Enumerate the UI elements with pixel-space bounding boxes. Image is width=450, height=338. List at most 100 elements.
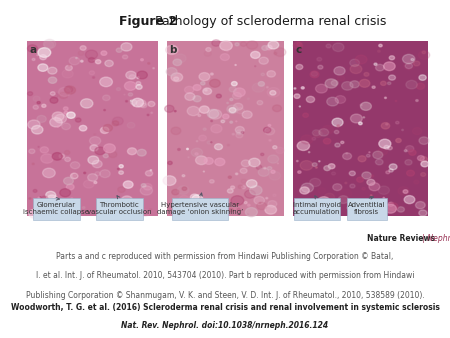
Circle shape bbox=[416, 100, 418, 101]
Circle shape bbox=[28, 120, 40, 129]
Circle shape bbox=[165, 105, 174, 112]
Circle shape bbox=[389, 56, 395, 60]
Circle shape bbox=[198, 115, 201, 117]
Circle shape bbox=[103, 154, 108, 158]
Circle shape bbox=[360, 102, 371, 111]
Circle shape bbox=[384, 204, 396, 213]
Circle shape bbox=[421, 173, 426, 176]
Circle shape bbox=[379, 139, 391, 148]
Circle shape bbox=[386, 171, 390, 174]
Circle shape bbox=[240, 168, 247, 173]
Circle shape bbox=[262, 46, 268, 50]
Circle shape bbox=[247, 41, 258, 49]
Circle shape bbox=[257, 100, 263, 105]
Circle shape bbox=[327, 97, 338, 106]
Circle shape bbox=[386, 123, 388, 125]
Circle shape bbox=[175, 111, 176, 112]
Circle shape bbox=[414, 180, 419, 184]
Circle shape bbox=[220, 54, 230, 61]
Circle shape bbox=[299, 106, 300, 107]
Circle shape bbox=[378, 186, 389, 194]
Circle shape bbox=[171, 127, 181, 135]
Circle shape bbox=[137, 77, 139, 78]
Circle shape bbox=[166, 68, 177, 76]
Circle shape bbox=[82, 207, 85, 209]
Circle shape bbox=[37, 55, 38, 56]
Circle shape bbox=[347, 205, 356, 211]
Circle shape bbox=[199, 73, 210, 81]
Circle shape bbox=[346, 153, 348, 154]
Circle shape bbox=[71, 173, 78, 179]
Circle shape bbox=[62, 123, 71, 130]
Circle shape bbox=[237, 208, 240, 211]
Circle shape bbox=[124, 81, 136, 90]
Circle shape bbox=[204, 158, 213, 164]
Circle shape bbox=[50, 118, 62, 127]
Circle shape bbox=[198, 208, 207, 214]
Circle shape bbox=[182, 175, 185, 177]
Circle shape bbox=[242, 111, 252, 118]
Circle shape bbox=[172, 189, 179, 195]
Circle shape bbox=[42, 104, 46, 107]
Circle shape bbox=[312, 130, 320, 136]
Circle shape bbox=[258, 81, 265, 86]
Circle shape bbox=[227, 102, 229, 103]
Circle shape bbox=[104, 110, 105, 111]
Circle shape bbox=[258, 168, 269, 176]
Circle shape bbox=[274, 52, 277, 54]
Circle shape bbox=[134, 105, 135, 106]
Circle shape bbox=[215, 144, 222, 150]
Text: Figure 2: Figure 2 bbox=[119, 15, 177, 28]
Circle shape bbox=[421, 161, 428, 167]
Circle shape bbox=[184, 86, 194, 93]
Circle shape bbox=[251, 51, 260, 58]
Circle shape bbox=[137, 149, 146, 156]
Circle shape bbox=[256, 202, 266, 210]
Circle shape bbox=[65, 205, 75, 212]
Circle shape bbox=[396, 121, 399, 124]
Circle shape bbox=[349, 171, 356, 176]
Circle shape bbox=[234, 88, 245, 97]
Circle shape bbox=[52, 152, 62, 160]
Circle shape bbox=[235, 65, 236, 66]
Circle shape bbox=[52, 112, 64, 121]
Circle shape bbox=[232, 134, 234, 135]
Circle shape bbox=[231, 207, 234, 210]
Bar bbox=[27, 41, 158, 216]
Circle shape bbox=[179, 195, 189, 203]
Circle shape bbox=[268, 155, 279, 163]
Circle shape bbox=[76, 57, 77, 58]
Circle shape bbox=[119, 165, 123, 168]
Circle shape bbox=[369, 152, 370, 153]
Circle shape bbox=[264, 127, 271, 133]
Circle shape bbox=[398, 187, 409, 195]
Circle shape bbox=[395, 100, 397, 101]
Circle shape bbox=[260, 202, 261, 203]
Circle shape bbox=[411, 58, 414, 61]
Circle shape bbox=[419, 75, 426, 80]
Circle shape bbox=[150, 170, 152, 171]
Circle shape bbox=[403, 190, 408, 193]
Circle shape bbox=[367, 179, 375, 185]
Circle shape bbox=[66, 184, 74, 190]
Circle shape bbox=[212, 40, 220, 46]
Circle shape bbox=[46, 191, 56, 199]
Circle shape bbox=[404, 150, 407, 152]
Circle shape bbox=[112, 121, 119, 126]
Circle shape bbox=[350, 184, 355, 188]
Circle shape bbox=[108, 209, 111, 212]
Circle shape bbox=[227, 144, 230, 146]
Circle shape bbox=[371, 175, 374, 177]
Circle shape bbox=[192, 195, 203, 203]
Circle shape bbox=[404, 62, 415, 70]
Circle shape bbox=[405, 160, 412, 165]
Circle shape bbox=[351, 114, 362, 123]
Circle shape bbox=[363, 117, 365, 118]
Circle shape bbox=[274, 48, 286, 56]
Circle shape bbox=[264, 167, 266, 169]
Circle shape bbox=[209, 110, 222, 119]
Circle shape bbox=[33, 105, 38, 109]
Circle shape bbox=[132, 98, 144, 107]
Circle shape bbox=[337, 125, 340, 127]
Circle shape bbox=[383, 199, 387, 202]
